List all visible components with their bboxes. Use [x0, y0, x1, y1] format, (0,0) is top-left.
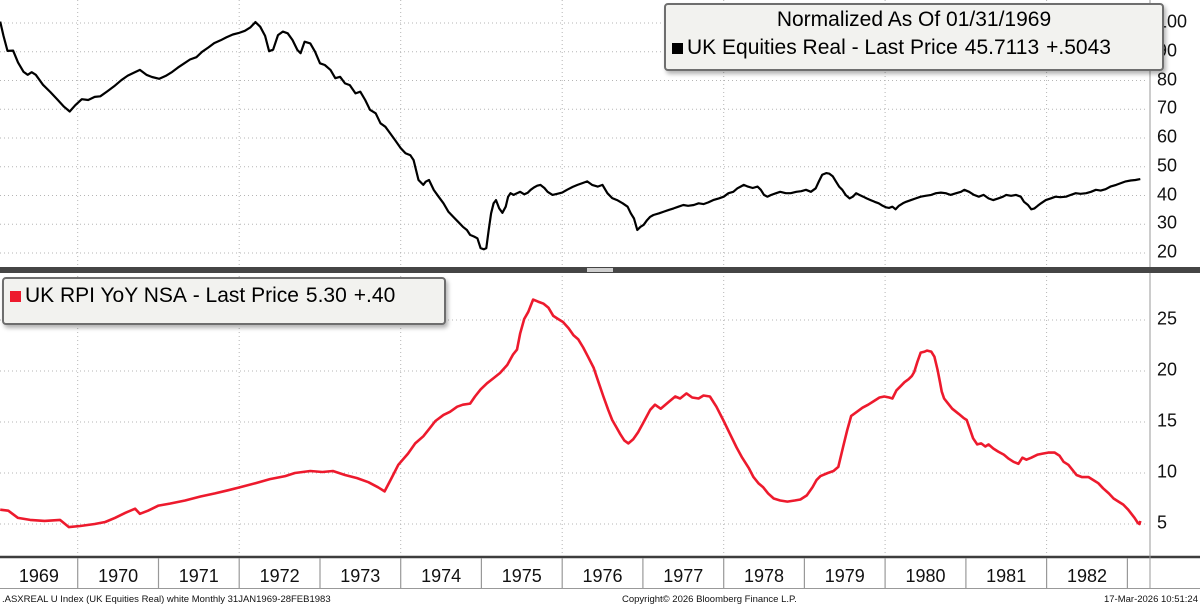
y-axis-label: 10 [1157, 461, 1178, 482]
y-axis-label: 60 [1157, 126, 1178, 147]
equities-price-label: Last Price [864, 36, 958, 60]
panel-splitter[interactable] [0, 267, 1200, 273]
equities-series-marker-icon [672, 43, 683, 55]
x-axis-year-label: 1975 [501, 566, 542, 586]
y-axis-label: 50 [1157, 155, 1178, 176]
rpi-series-name: UK RPI YoY NSA [25, 284, 187, 307]
y-axis-label: 20 [1157, 241, 1178, 262]
x-axis-year-label: 1976 [582, 566, 623, 586]
x-axis-year-label: 1974 [421, 566, 462, 586]
rpi-last-price: 5.30 [305, 284, 347, 307]
status-bar: .ASXREAL U Index (UK Equities Real) whit… [0, 590, 1200, 608]
equities-legend[interactable]: Normalized As Of 01/31/1969 UK Equities … [664, 3, 1164, 71]
x-axis-year-label: 1972 [259, 566, 300, 586]
legend-separator: - [845, 36, 865, 60]
normalized-as-of-label: Normalized As Of 01/31/1969 [776, 8, 1052, 31]
rpi-legend[interactable]: UK RPI YoY NSA - Last Price 5.30 +.40 [2, 277, 446, 325]
equities-last-price: 45.7113 [964, 36, 1040, 60]
x-axis-year-label: 1982 [1066, 566, 1108, 586]
uk-equities-real-line [0, 21, 1141, 251]
y-axis-label: 5 [1157, 512, 1168, 533]
x-axis-year-label: 1980 [905, 566, 946, 586]
x-axis-year-label: 1971 [178, 566, 219, 586]
y-axis-label: 20 [1157, 359, 1178, 380]
x-axis-year-label: 1981 [986, 566, 1027, 586]
x-axis-year-label: 1970 [98, 566, 139, 586]
uk-rpi-yoy-nsa-line [0, 298, 1142, 529]
rpi-price-label: Last Price [205, 284, 299, 307]
timestamp: 17-Mar-2026 10:51:24 [1103, 594, 1198, 605]
x-axis-year-label: 1977 [663, 566, 704, 586]
splitter-handle[interactable] [587, 268, 613, 272]
rpi-price-change: +.40 [353, 284, 396, 307]
y-axis-label: 40 [1157, 184, 1178, 205]
equities-price-change: +.5043 [1046, 36, 1111, 60]
x-axis-year-label: 1979 [824, 566, 865, 586]
y-axis-label: 100 [1157, 11, 1188, 32]
x-axis-year-label: 1969 [18, 566, 59, 586]
rpi-series-marker-icon [10, 290, 21, 302]
security-description: .ASXREAL U Index (UK Equities Real) whit… [2, 594, 331, 605]
y-axis-label: 25 [1157, 308, 1178, 329]
y-axis-label: 80 [1157, 69, 1178, 90]
x-axis-year-label: 1978 [743, 566, 785, 586]
legend-separator: - [186, 284, 206, 307]
copyright-notice: Copyright© 2026 Bloomberg Finance L.P. [622, 594, 797, 605]
y-axis-label: 15 [1157, 410, 1178, 431]
y-axis-label: 30 [1157, 212, 1178, 233]
x-axis-year-label: 1973 [340, 566, 381, 586]
equities-series-name: UK Equities Real [687, 36, 846, 60]
y-axis-label: 70 [1157, 97, 1178, 118]
